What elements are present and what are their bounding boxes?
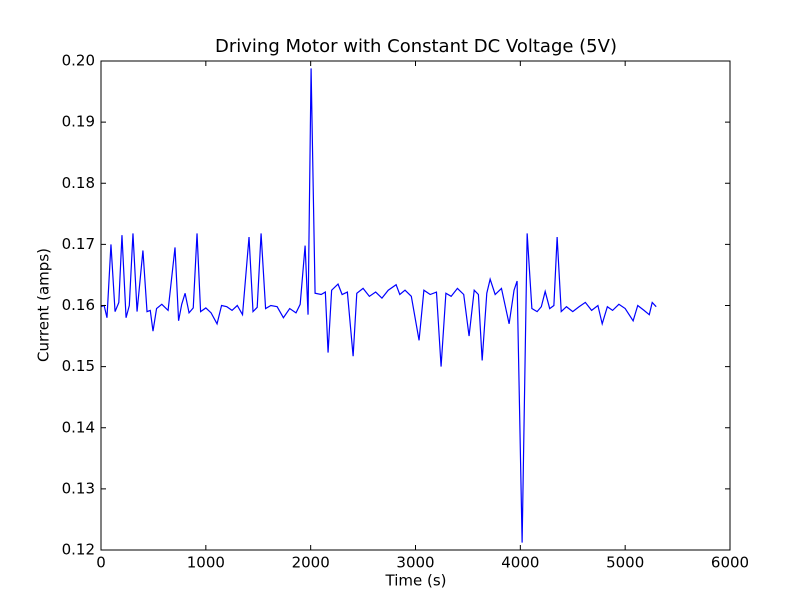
y-tick-label: 0.18 [62,174,95,192]
x-tick-label: 4000 [501,554,539,572]
y-tick-label: 0.16 [62,296,95,314]
y-tick-label: 0.19 [62,113,95,131]
x-tick-label: 6000 [711,554,749,572]
x-tick-label: 2000 [292,554,330,572]
data-line [100,68,657,543]
x-tick-label: 0 [96,554,106,572]
y-tick-label: 0.12 [62,541,95,559]
y-tick-label: 0.15 [62,357,95,375]
chart-title: Driving Motor with Constant DC Voltage (… [215,36,617,57]
x-tick-label: 3000 [396,554,434,572]
x-tick-label: 1000 [187,554,225,572]
y-tick-label: 0.13 [62,479,95,497]
y-axis-label: Current (amps) [35,248,53,362]
plot-area [100,68,657,543]
y-tick-label: 0.17 [62,235,95,253]
y-tick-label: 0.14 [62,418,95,436]
x-tick-label: 5000 [606,554,644,572]
y-tick-label: 0.20 [62,52,95,70]
x-axis-label: Time (s) [385,572,447,590]
